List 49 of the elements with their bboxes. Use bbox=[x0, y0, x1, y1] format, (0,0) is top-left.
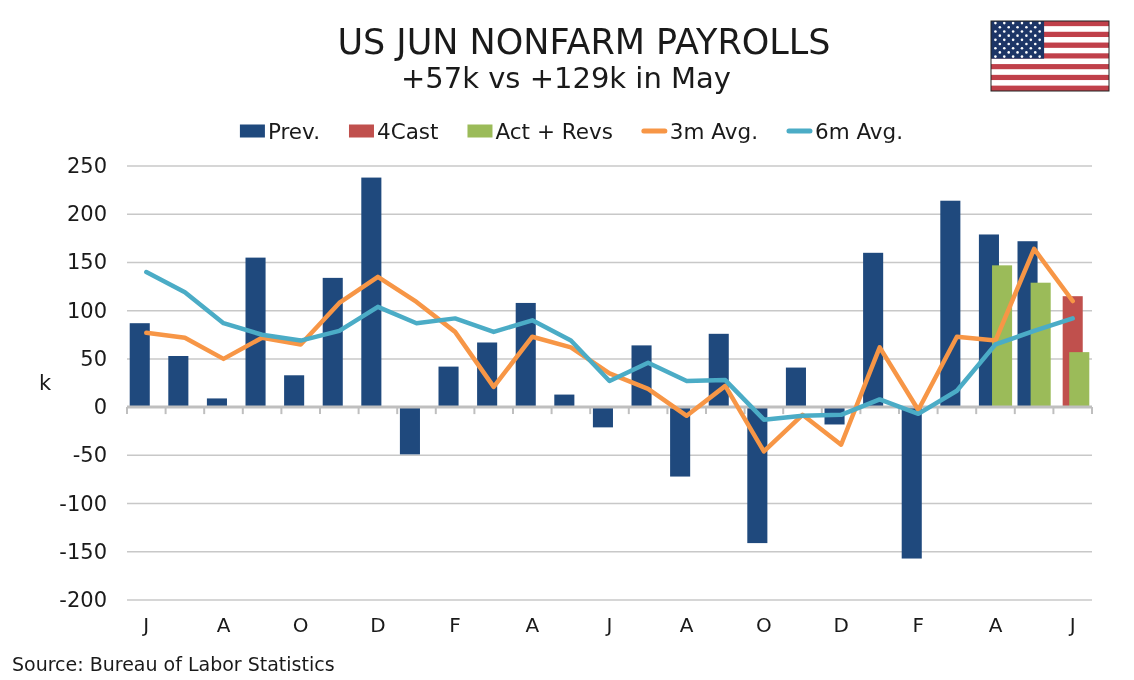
y-tick-label: -150 bbox=[59, 539, 107, 564]
y-tick-label: 250 bbox=[66, 154, 107, 178]
y-tick-label: 100 bbox=[66, 298, 107, 323]
x-tick-label: O bbox=[756, 613, 772, 637]
bar bbox=[1069, 352, 1090, 408]
y-tick-label: -100 bbox=[59, 491, 107, 516]
x-tick-label: F bbox=[912, 613, 925, 637]
bar bbox=[785, 367, 806, 408]
y-tick-label: 50 bbox=[80, 346, 107, 371]
x-tick-label: F bbox=[449, 613, 461, 637]
x-tick-label: D bbox=[833, 613, 849, 637]
x-tick-label: J bbox=[141, 613, 150, 637]
x-tick-label: J bbox=[604, 613, 613, 637]
chart-title: US JUN NONFARM PAYROLLS bbox=[337, 22, 831, 62]
line-series bbox=[144, 246, 1075, 454]
x-tick-label: O bbox=[292, 613, 309, 637]
y-tick-label: -200 bbox=[59, 588, 107, 612]
bar bbox=[940, 200, 961, 408]
bar bbox=[399, 407, 420, 455]
legend-label: Prev. bbox=[267, 118, 320, 144]
x-tick-label: D bbox=[370, 613, 386, 637]
bar bbox=[322, 277, 343, 408]
bar bbox=[168, 356, 189, 408]
x-tick-label: A bbox=[988, 613, 1003, 637]
bar bbox=[245, 257, 266, 408]
source-note: Source: Bureau of Labor Statistics bbox=[12, 653, 335, 675]
bar bbox=[361, 177, 382, 408]
line-series bbox=[144, 269, 1075, 422]
bar bbox=[1030, 282, 1051, 408]
y-axis-title: k bbox=[38, 371, 52, 395]
bar bbox=[438, 366, 459, 408]
x-tick-label: A bbox=[216, 613, 231, 637]
y-tick-label: -50 bbox=[72, 443, 107, 468]
bar bbox=[670, 407, 691, 477]
bar bbox=[206, 398, 227, 408]
bar bbox=[901, 407, 922, 559]
x-tick-label: J bbox=[1067, 613, 1076, 637]
chart-subtitle: +57k vs +129k in May bbox=[401, 61, 731, 95]
y-tick-label: 150 bbox=[66, 250, 107, 275]
y-tick-label: 200 bbox=[66, 202, 107, 227]
legend-label: Act + Revs bbox=[495, 118, 613, 144]
x-tick-label: A bbox=[679, 613, 694, 637]
bar bbox=[129, 323, 150, 408]
legend-label: 6m Avg. bbox=[814, 118, 904, 144]
x-tick-label: A bbox=[525, 613, 540, 637]
bar bbox=[284, 375, 305, 408]
legend-label: 3m Avg. bbox=[669, 118, 758, 144]
legend-label: 4Cast bbox=[376, 118, 439, 144]
y-tick-label: 0 bbox=[93, 395, 107, 420]
